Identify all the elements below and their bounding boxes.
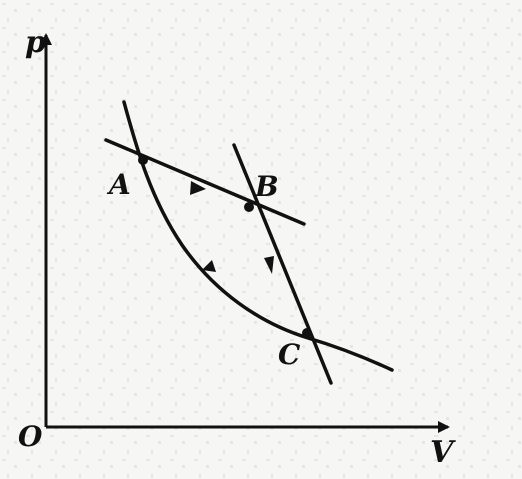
- curve-a-to-c: [122, 100, 394, 372]
- line-a-to-b: [104, 138, 306, 226]
- origin-label: O: [18, 420, 43, 453]
- point-b-dot: [244, 202, 254, 212]
- arrow-a-to-b-icon: [190, 181, 206, 195]
- point-b-label: B: [254, 170, 279, 203]
- point-c-label: C: [278, 338, 301, 371]
- point-a-dot: [138, 155, 148, 165]
- v-axis-label: V: [430, 435, 456, 470]
- line-b-to-c: [232, 143, 333, 385]
- point-c-dot: [302, 328, 312, 338]
- arrow-c-to-a-icon: [202, 260, 216, 272]
- p-axis-label: p: [25, 25, 46, 60]
- arrow-b-to-c-icon: [264, 256, 274, 274]
- point-a-label: A: [106, 168, 131, 201]
